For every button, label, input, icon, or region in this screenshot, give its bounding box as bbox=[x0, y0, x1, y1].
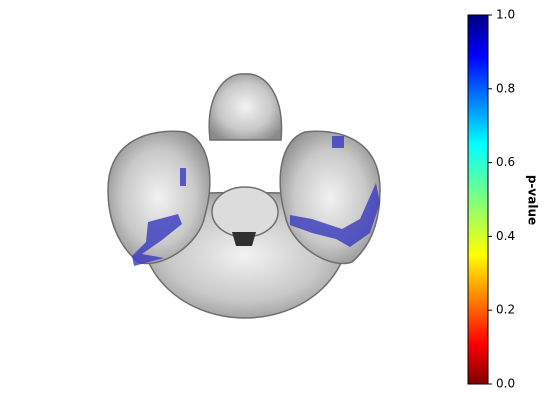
brain-slice bbox=[107, 73, 381, 319]
tick-label: 0.6 bbox=[496, 155, 515, 169]
tick-label: 0.2 bbox=[496, 303, 515, 317]
blue-blobs bbox=[132, 136, 380, 266]
tick-label: 0.0 bbox=[496, 377, 515, 391]
tick-label: 0.4 bbox=[496, 229, 515, 243]
tick-label: 0.8 bbox=[496, 81, 515, 95]
colorbar bbox=[467, 14, 489, 385]
colorbar-label: p-value bbox=[526, 175, 540, 225]
tick-label: 1.0 bbox=[496, 8, 515, 22]
